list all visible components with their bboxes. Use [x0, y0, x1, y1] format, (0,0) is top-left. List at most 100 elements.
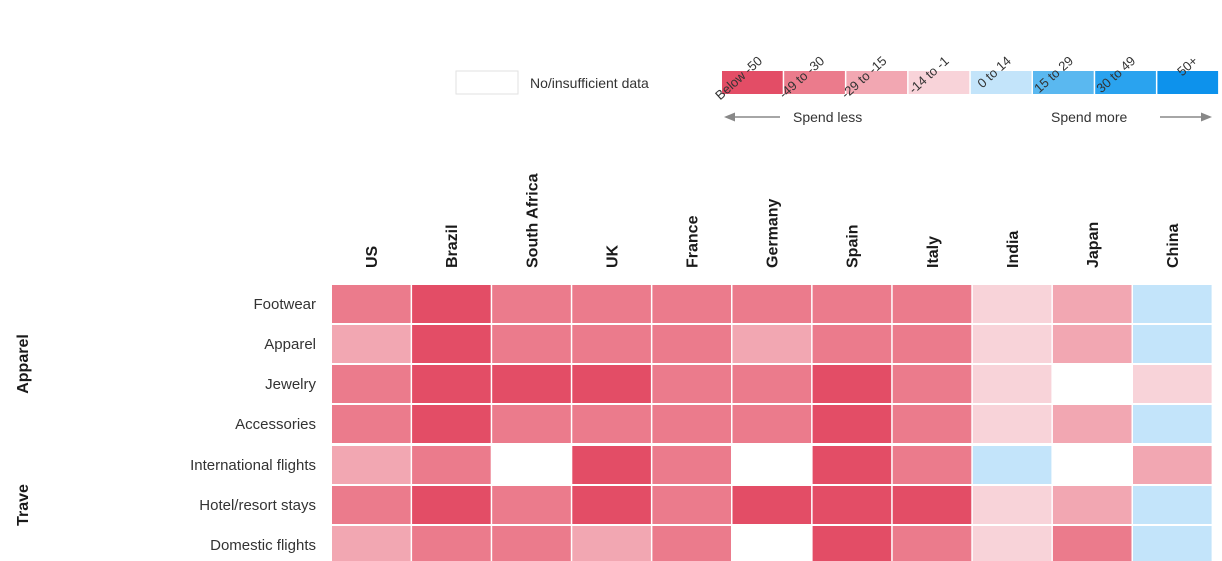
legend-missing-label: No/insufficient data	[530, 75, 649, 91]
cell-footwear-spain	[812, 285, 892, 323]
column-label-south-africa: South Africa	[524, 173, 541, 268]
legend-swatch-15-to-29	[1033, 71, 1094, 94]
spend-less-arrow-icon	[724, 112, 735, 122]
cell-jewelry-brazil	[412, 365, 491, 403]
cell-domestic-flights-south-africa	[492, 526, 571, 561]
cell-accessories-germany	[732, 405, 812, 443]
cell-accessories-spain	[812, 405, 892, 443]
cell-jewelry-india	[972, 365, 1052, 403]
cell-jewelry-japan	[1052, 365, 1132, 403]
column-label-spain: Spain	[845, 224, 862, 268]
cell-domestic-flights-brazil	[412, 526, 491, 561]
cell-jewelry-germany	[732, 365, 812, 403]
cell-international-flights-south-africa	[492, 446, 571, 484]
legend-swatch-14-to-1	[908, 71, 970, 94]
column-label-us: US	[364, 245, 381, 268]
cell-apparel-india	[972, 325, 1052, 363]
cell-hotel-resort-stays-japan	[1052, 486, 1132, 524]
cell-hotel-resort-stays-france	[652, 486, 731, 524]
cell-hotel-resort-stays-us	[332, 486, 411, 524]
cell-apparel-germany	[732, 325, 812, 363]
cell-hotel-resort-stays-italy	[892, 486, 972, 524]
cell-domestic-flights-italy	[892, 526, 972, 561]
legend-swatch-49-to-30	[784, 71, 845, 94]
cell-hotel-resort-stays-south-africa	[492, 486, 571, 524]
cell-footwear-france	[652, 285, 731, 323]
legend-swatch-50	[1157, 71, 1219, 94]
spend-more-label: Spend more	[1051, 109, 1127, 125]
cell-accessories-china	[1133, 405, 1212, 443]
cell-hotel-resort-stays-uk	[572, 486, 651, 524]
cell-international-flights-france	[652, 446, 731, 484]
cell-footwear-india	[972, 285, 1052, 323]
cell-international-flights-brazil	[412, 446, 491, 484]
cell-hotel-resort-stays-spain	[812, 486, 892, 524]
cell-footwear-china	[1133, 285, 1212, 323]
cell-domestic-flights-france	[652, 526, 731, 561]
cell-international-flights-italy	[892, 446, 972, 484]
cell-accessories-japan	[1052, 405, 1132, 443]
row-label-domestic-flights: Domestic flights	[210, 537, 316, 554]
row-label-international-flights: International flights	[190, 457, 316, 474]
row-label-apparel: Apparel	[264, 336, 316, 353]
cell-accessories-france	[652, 405, 731, 443]
cell-footwear-uk	[572, 285, 651, 323]
cell-apparel-brazil	[412, 325, 491, 363]
cell-domestic-flights-japan	[1052, 526, 1132, 561]
cell-jewelry-south-africa	[492, 365, 571, 403]
cell-accessories-brazil	[412, 405, 491, 443]
column-label-germany: Germany	[765, 199, 782, 268]
cell-footwear-japan	[1052, 285, 1132, 323]
cell-accessories-us	[332, 405, 411, 443]
column-label-uk: UK	[604, 244, 621, 268]
cell-hotel-resort-stays-brazil	[412, 486, 491, 524]
cell-domestic-flights-germany	[732, 526, 812, 561]
cell-apparel-japan	[1052, 325, 1132, 363]
row-label-footwear: Footwear	[253, 296, 316, 313]
column-label-china: China	[1165, 223, 1182, 268]
cell-footwear-brazil	[412, 285, 491, 323]
cell-domestic-flights-india	[972, 526, 1052, 561]
cell-accessories-italy	[892, 405, 972, 443]
column-label-india: India	[1005, 231, 1022, 268]
heatmap-cells	[332, 285, 1212, 561]
cell-domestic-flights-china	[1133, 526, 1212, 561]
group-label-apparel: Apparel	[15, 334, 32, 394]
cell-apparel-us	[332, 325, 411, 363]
column-labels: US Brazil South Africa UK France Germany Spain…	[364, 173, 1182, 268]
cell-international-flights-india	[972, 446, 1052, 484]
group-labels: Apparel Trave	[15, 334, 32, 526]
cell-international-flights-china	[1133, 446, 1212, 484]
row-label-accessories: Accessories	[235, 416, 316, 433]
cell-accessories-india	[972, 405, 1052, 443]
cell-apparel-france	[652, 325, 731, 363]
row-label-jewelry: Jewelry	[265, 376, 316, 393]
group-label-trave: Trave	[15, 484, 32, 526]
cell-hotel-resort-stays-india	[972, 486, 1052, 524]
cell-footwear-italy	[892, 285, 972, 323]
column-label-italy: Italy	[925, 236, 942, 268]
cell-international-flights-uk	[572, 446, 651, 484]
column-label-japan: Japan	[1085, 222, 1102, 268]
cell-international-flights-germany	[732, 446, 812, 484]
legend-swatch-below-50	[722, 71, 783, 94]
cell-apparel-italy	[892, 325, 972, 363]
cell-apparel-spain	[812, 325, 892, 363]
cell-international-flights-japan	[1052, 446, 1132, 484]
cell-hotel-resort-stays-china	[1133, 486, 1212, 524]
cell-footwear-us	[332, 285, 411, 323]
spend-less-label: Spend less	[793, 109, 862, 125]
cell-international-flights-spain	[812, 446, 892, 484]
legend-missing-swatch	[455, 70, 519, 95]
cell-apparel-uk	[572, 325, 651, 363]
legend: No/insufficient data Below -50 -49 to -30-…	[455, 53, 1219, 125]
cell-jewelry-china	[1133, 365, 1212, 403]
legend-swatch-30-to-49	[1095, 71, 1156, 94]
column-label-brazil: Brazil	[444, 224, 461, 268]
cell-domestic-flights-spain	[812, 526, 892, 561]
cell-jewelry-us	[332, 365, 411, 403]
cell-footwear-south-africa	[492, 285, 571, 323]
cell-domestic-flights-us	[332, 526, 411, 561]
cell-accessories-south-africa	[492, 405, 571, 443]
